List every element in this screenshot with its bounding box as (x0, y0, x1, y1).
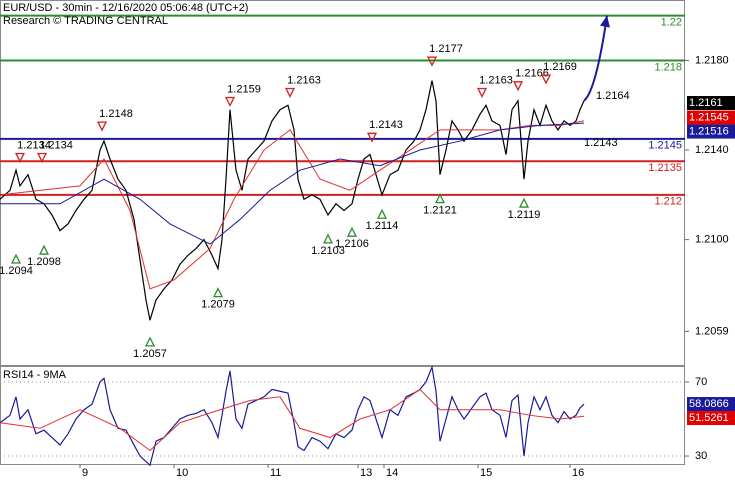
level-label: 1.22 (661, 17, 682, 29)
pivot-label: 1.2114 (366, 220, 399, 232)
chart-subtitle: Research © TRADING CENTRAL (3, 15, 168, 27)
level-label: 1.212 (654, 196, 682, 208)
level-label: 1.2145 (648, 140, 682, 152)
series-line (0, 80, 585, 321)
peak-marker (284, 87, 296, 98)
pivot-label: 1.2094 (0, 265, 33, 277)
rsi-title: RSI14 - 9MA (3, 369, 67, 381)
pivot-label: 1.2134 (17, 139, 51, 151)
x-tick-label: 13 (360, 467, 372, 479)
level-label: 1.2135 (648, 162, 682, 174)
y-tick-label: 1.2140 (695, 144, 729, 156)
price-box (687, 411, 735, 426)
trough-marker (376, 208, 388, 219)
peak-marker (476, 87, 488, 98)
trough-marker (10, 253, 22, 264)
pivot-label: 1.2119 (508, 209, 541, 221)
peak-marker (426, 56, 438, 67)
price-box (687, 124, 735, 139)
series-line (0, 122, 585, 245)
rsi-panel (0, 366, 685, 465)
series-line (0, 388, 585, 452)
peak-marker (366, 132, 378, 143)
y-tick-label: 1.2100 (695, 234, 729, 246)
level-label: 1.218 (654, 61, 682, 73)
peak-marker (36, 152, 48, 163)
forecast-arrowhead (600, 15, 610, 28)
series-line (0, 364, 585, 467)
pivot-label: 1.2169 (543, 61, 577, 73)
pivot-label: 1.2079 (201, 299, 235, 311)
trough-marker (322, 233, 334, 244)
price-panel (0, 0, 685, 366)
peak-marker (540, 74, 552, 85)
price-box-label: 51.5261 (689, 412, 729, 424)
peak-marker (512, 81, 524, 92)
peak-marker (14, 152, 26, 163)
chart-title: EUR/USD - 30min - 12/16/2020 05:06:48 (U… (3, 2, 248, 14)
x-tick-label: 11 (270, 467, 281, 479)
trough-marker (38, 244, 50, 255)
x-tick-label: 16 (572, 467, 584, 479)
price-box-label: 58.0866 (689, 398, 729, 410)
y-tick-label: 70 (695, 376, 707, 388)
x-tick-label: 15 (480, 467, 492, 479)
trough-marker (346, 226, 358, 237)
price-label: 1.2164 (596, 90, 630, 102)
pivot-label: 1.2163 (479, 74, 513, 86)
trough-marker (144, 336, 156, 347)
x-tick-label: 9 (82, 467, 88, 479)
pivot-label: 1.2103 (311, 245, 345, 257)
y-tick-label: 1.2059 (695, 325, 729, 337)
peak-marker (224, 96, 236, 107)
pivot-label: 1.2163 (287, 74, 321, 86)
price-box (687, 110, 735, 125)
y-tick-label: 1.2180 (695, 54, 729, 66)
forecast-arrow (583, 15, 608, 102)
price-box-label: 1.2161 (689, 97, 723, 109)
pivot-label: 1.2177 (429, 43, 463, 55)
x-tick-label: 14 (386, 467, 398, 479)
x-tick-label: 10 (176, 467, 188, 479)
pivot-label: 1.2057 (133, 348, 167, 360)
pivot-label: 1.2166 (515, 68, 549, 80)
trough-marker (212, 287, 224, 298)
pivot-label: 1.2148 (99, 108, 133, 120)
price-box (687, 397, 735, 412)
y-tick-label: 30 (695, 450, 707, 462)
price-box (687, 96, 735, 111)
trough-marker (434, 193, 446, 204)
price-box-label: 1.21516 (689, 125, 729, 137)
peak-marker (96, 121, 108, 132)
price-box-label: 1.21545 (689, 111, 729, 123)
pivot-label: 1.2121 (423, 204, 457, 216)
trough-marker (518, 197, 530, 208)
pivot-label: 1.2159 (227, 83, 261, 95)
pivot-label: 1.2106 (335, 238, 369, 250)
pivot-label: 1.2143 (369, 119, 403, 131)
pivot-label: 1.2134 (39, 139, 73, 151)
price-label: 1.2143 (584, 137, 618, 149)
pivot-label: 1.2098 (27, 256, 61, 268)
series-line (0, 120, 585, 290)
